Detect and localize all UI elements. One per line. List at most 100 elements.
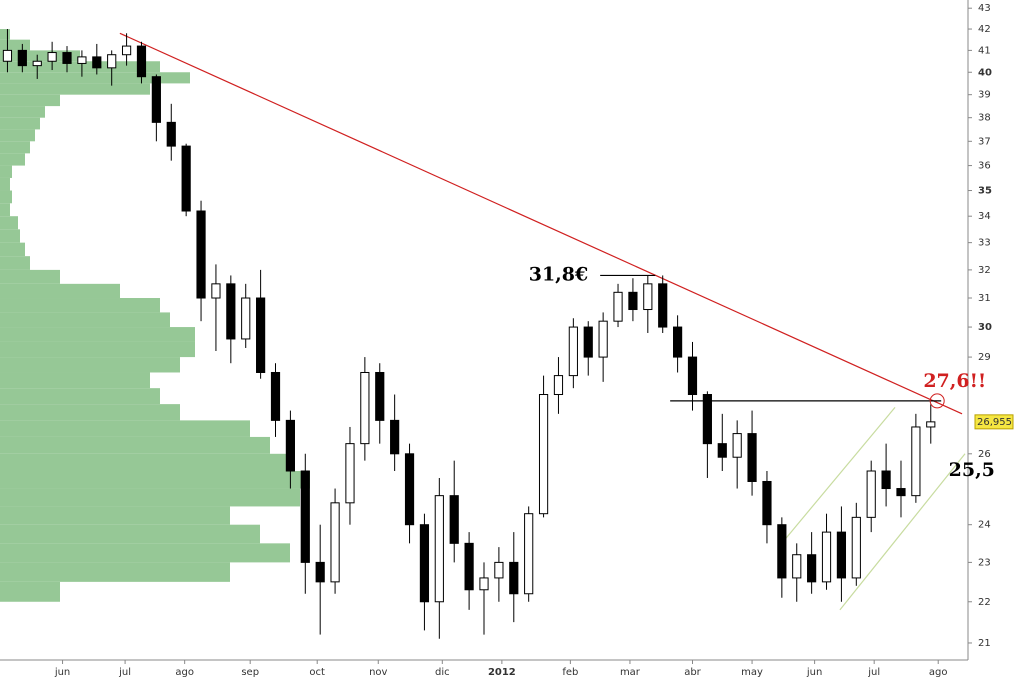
volume-profile-bar — [0, 357, 180, 373]
candle-body — [330, 502, 340, 583]
candle-body — [17, 49, 27, 67]
volume-profile-bar — [0, 29, 10, 40]
x-tick-label: may — [741, 667, 763, 678]
volume-profile-bar — [0, 283, 120, 299]
candle-body — [151, 76, 161, 123]
trendline — [784, 406, 896, 540]
candle-body — [836, 531, 847, 579]
volume-profile-bar — [0, 256, 30, 270]
candle-body — [166, 121, 176, 147]
volume-profile-bar — [0, 117, 40, 130]
candle-body — [270, 371, 281, 421]
candle-body — [851, 516, 861, 579]
candle-body — [777, 524, 787, 579]
candle-body — [464, 542, 474, 591]
x-tick-label: jul — [118, 667, 131, 678]
candle-body — [390, 419, 400, 455]
volume-profile-bar — [0, 165, 12, 178]
candle-body — [121, 45, 132, 56]
candle-body — [911, 426, 921, 497]
candle-body — [538, 394, 549, 515]
y-tick-label: 37 — [978, 136, 991, 147]
x-tick-label: sep — [241, 667, 259, 678]
volume-profile-bar — [0, 524, 260, 544]
candle-body — [702, 394, 712, 445]
x-tick-label: feb — [562, 667, 578, 678]
last-price-tag — [974, 414, 1014, 430]
highlight-circle — [929, 393, 945, 409]
y-tick-label: 40 — [978, 67, 992, 78]
volume-profile-bar — [0, 488, 300, 507]
volume-profile-bar — [0, 436, 270, 454]
last-price-label: 26,955 — [977, 417, 1012, 428]
candle-body — [717, 443, 727, 458]
candle-body — [62, 52, 72, 64]
volume-profile-bar — [0, 106, 45, 118]
y-tick-label: 41 — [978, 45, 991, 56]
y-tick-label: 24 — [978, 520, 991, 531]
y-tick-label: 23 — [978, 557, 991, 568]
candle-body — [598, 320, 608, 358]
volume-profile-bar — [0, 471, 310, 489]
volume-profile-bar — [0, 581, 60, 602]
candle-body — [285, 419, 295, 472]
volume-profile-bar — [0, 177, 10, 191]
volume-profile-bar — [0, 453, 290, 472]
candle-body — [77, 56, 87, 64]
candle-body — [494, 561, 504, 579]
annotation: 25,5 — [949, 459, 995, 481]
volume-profile-bar — [0, 39, 30, 51]
y-tick-label: 26 — [978, 449, 991, 460]
candle-body — [807, 554, 817, 583]
volume-profile-bar — [0, 203, 10, 217]
volume-profile-bar — [0, 562, 230, 582]
volume-profile-bar — [0, 141, 30, 154]
annotation: 27,6!! — [923, 370, 986, 392]
candle-body — [345, 443, 355, 504]
volume-profile-bar — [0, 50, 80, 62]
candle-body — [762, 480, 772, 526]
volume-profile-bar — [0, 153, 25, 166]
x-tick-label: dic — [435, 667, 450, 678]
candle-body — [300, 470, 310, 563]
volume-profile-bar — [0, 94, 60, 107]
y-tick-label: 22 — [978, 597, 991, 608]
y-tick-label: 38 — [978, 113, 991, 124]
candle-body — [821, 531, 832, 583]
volume-profile-bar — [0, 216, 18, 230]
candle-body — [211, 283, 221, 299]
candle-body — [628, 291, 638, 311]
x-tick-label: 2012 — [488, 667, 516, 678]
volume-profile-bar — [0, 312, 170, 328]
candle-body — [524, 513, 534, 595]
x-tick-label: mar — [620, 667, 641, 678]
candle-body — [419, 524, 430, 603]
y-tick-label: 32 — [978, 265, 991, 276]
x-tick-label: ago — [175, 667, 194, 678]
candle-body — [568, 326, 578, 377]
candle-body — [687, 356, 698, 396]
volume-profile-bar — [0, 190, 12, 204]
annotation: 31,8€ — [529, 263, 589, 285]
volume-profile-bar — [0, 61, 160, 73]
volume-profile-bar — [0, 543, 290, 563]
candle-body — [226, 283, 236, 340]
candle-body — [2, 49, 13, 62]
candle-body — [256, 297, 266, 373]
trendline — [119, 32, 963, 415]
candle-body — [47, 52, 57, 62]
candle-body — [32, 60, 42, 67]
volume-profile-bar — [0, 72, 190, 84]
y-tick-label: 42 — [978, 24, 991, 35]
candle-body — [360, 371, 370, 445]
volume-profile-bar — [0, 327, 195, 342]
x-tick-label: abr — [684, 667, 701, 678]
candle-body — [375, 371, 385, 421]
volume-profile-bar — [0, 372, 150, 389]
volume-profile-bar — [0, 388, 160, 405]
candle-body — [866, 470, 876, 518]
volume-profile-bar — [0, 506, 230, 525]
x-tick-label: jun — [54, 667, 70, 678]
candle-body — [881, 470, 891, 490]
